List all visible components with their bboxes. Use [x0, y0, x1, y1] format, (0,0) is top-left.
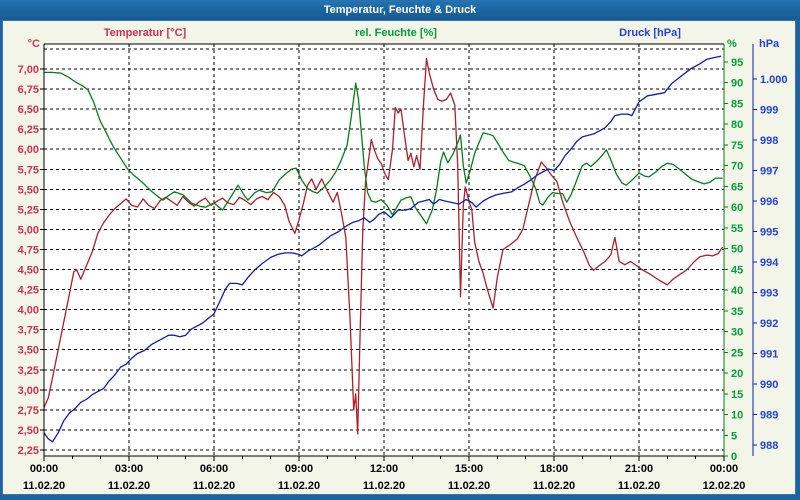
pressure-tick-label: 999 [760, 105, 778, 117]
humidity-tick-label: 95 [731, 57, 743, 69]
temp-tick-label: 6,75 [18, 84, 39, 96]
temp-tick-label: 6,25 [18, 124, 39, 136]
x-time-label: 15:00 [455, 463, 483, 475]
pressure-axis-title: Druck [hPa] [619, 27, 681, 39]
temp-tick-label: 7,00 [18, 64, 39, 76]
pressure-tick-label: 990 [760, 379, 778, 391]
x-time-label: 18:00 [540, 463, 568, 475]
temp-tick-label: 3,50 [18, 345, 39, 357]
temp-tick-label: 4,25 [18, 285, 39, 297]
humidity-tick-label: 75 [731, 140, 743, 152]
pressure-tick-label: 989 [760, 410, 778, 422]
x-date-label: 11.02.20 [618, 480, 660, 492]
x-date-label: 11.02.20 [193, 480, 235, 492]
x-time-label: 21:00 [625, 463, 653, 475]
humidity-tick-label: 50 [731, 244, 743, 256]
temp-tick-label: 6,00 [18, 144, 39, 156]
humidity-tick-label: 25 [731, 347, 743, 359]
humidity-tick-label: 0 [731, 451, 737, 463]
x-date-label: 11.02.20 [533, 480, 575, 492]
x-time-label: 00:00 [710, 463, 738, 475]
pressure-tick-label: 993 [760, 288, 778, 300]
temp-tick-label: 2,25 [18, 445, 39, 457]
window-titlebar[interactable]: Temperatur, Feuchte & Druck [0, 0, 800, 20]
pressure-tick-label: 995 [760, 227, 778, 239]
pressure-tick-label: 991 [760, 349, 778, 361]
temp-tick-label: 3,25 [18, 365, 39, 377]
humidity-axis-title: rel. Feuchte [%] [355, 27, 437, 39]
pressure-tick-label: 1.000 [760, 74, 788, 86]
x-date-label: 11.02.20 [23, 480, 65, 492]
pressure-line [43, 55, 722, 443]
humidity-tick-label: 40 [731, 285, 743, 297]
humidity-tick-label: 45 [731, 264, 743, 276]
humidity-tick-label: 60 [731, 202, 743, 214]
humidity-line [44, 71, 723, 225]
temperature-line [43, 57, 724, 435]
temp-tick-label: 5,00 [18, 224, 39, 236]
humidity-tick-label: 55 [731, 223, 743, 235]
pressure-tick-label: 994 [760, 257, 779, 269]
humidity-tick-label: 15 [731, 389, 743, 401]
x-time-label: 03:00 [115, 463, 143, 475]
x-date-label: 11.02.20 [108, 480, 150, 492]
temp-tick-label: 4,75 [18, 244, 39, 256]
temp-tick-label: 5,50 [18, 184, 39, 196]
humidity-unit-label: % [727, 38, 737, 50]
pressure-tick-label: 988 [760, 440, 778, 452]
humidity-tick-label: 35 [731, 306, 743, 318]
x-time-label: 00:00 [30, 463, 58, 475]
pressure-unit-label: hPa [759, 38, 780, 50]
humidity-tick-label: 70 [731, 161, 743, 173]
x-date-label: 11.02.20 [448, 480, 490, 492]
pressure-tick-label: 996 [760, 196, 778, 208]
pressure-tick-label: 997 [760, 166, 778, 178]
humidity-tick-label: 5 [731, 430, 737, 442]
humidity-tick-label: 90 [731, 78, 743, 90]
humidity-tick-label: 10 [731, 410, 743, 422]
humidity-tick-label: 20 [731, 368, 743, 380]
temp-tick-label: 5,25 [18, 204, 39, 216]
x-date-label: 11.02.20 [278, 480, 320, 492]
temp-tick-label: 2,75 [18, 405, 39, 417]
temperature-unit-label: °C [27, 38, 40, 50]
temp-tick-label: 3,00 [18, 385, 39, 397]
temperature-axis-title: Temperatur [°C] [103, 27, 187, 39]
humidity-tick-label: 30 [731, 327, 743, 339]
x-time-label: 09:00 [285, 463, 313, 475]
x-time-label: 06:00 [200, 463, 228, 475]
temp-tick-label: 5,75 [18, 164, 39, 176]
humidity-tick-label: 85 [731, 98, 743, 110]
temp-tick-label: 6,50 [18, 104, 39, 116]
temp-tick-label: 4,00 [18, 305, 39, 317]
window-title: Temperatur, Feuchte & Druck [323, 4, 477, 16]
pressure-tick-label: 992 [760, 318, 778, 330]
temp-tick-label: 4,50 [18, 265, 39, 277]
x-date-label: 11.02.20 [363, 480, 405, 492]
x-date-label: 12.02.20 [703, 480, 746, 492]
temp-tick-label: 2,50 [18, 425, 39, 437]
pressure-tick-label: 998 [760, 135, 778, 147]
x-time-label: 12:00 [370, 463, 398, 475]
temp-tick-label: 3,75 [18, 325, 39, 337]
humidity-tick-label: 65 [731, 181, 743, 193]
humidity-tick-label: 80 [731, 119, 743, 131]
